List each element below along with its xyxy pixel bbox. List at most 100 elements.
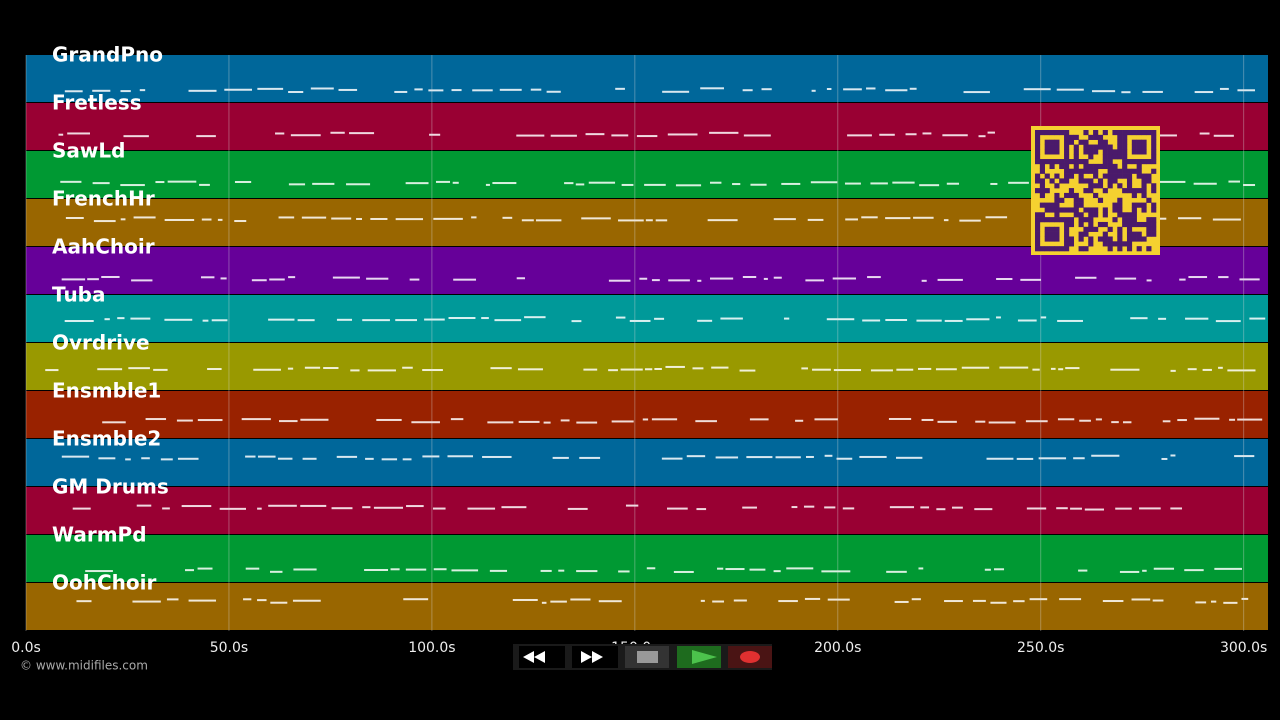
note <box>1234 455 1255 458</box>
note <box>257 455 276 458</box>
qr-module <box>1039 163 1045 170</box>
note <box>1249 317 1266 320</box>
qr-module <box>1151 154 1157 160</box>
qr-module <box>1078 139 1084 145</box>
qr-module <box>1136 149 1142 155</box>
note <box>1013 600 1025 603</box>
qr-module <box>1064 159 1070 165</box>
note <box>422 455 440 458</box>
qr-module <box>1044 149 1050 155</box>
qr-module <box>1097 221 1104 228</box>
note <box>546 90 561 93</box>
qr-module <box>1151 202 1157 208</box>
note <box>974 508 993 511</box>
note <box>921 418 934 421</box>
qr-module <box>1141 192 1147 199</box>
record-icon <box>740 651 760 663</box>
note <box>331 507 353 510</box>
forward-icon <box>581 651 603 663</box>
tick-label: 50.0s <box>210 640 248 656</box>
note <box>330 131 345 134</box>
stop-button[interactable] <box>625 646 669 668</box>
note <box>241 418 271 421</box>
qr-module <box>1151 226 1157 232</box>
qr-module <box>1039 183 1045 189</box>
notes <box>45 87 1266 604</box>
note <box>936 508 946 511</box>
note <box>697 319 713 322</box>
note <box>922 132 932 135</box>
note <box>644 368 653 371</box>
note <box>1195 601 1207 604</box>
qr-module <box>1064 246 1070 252</box>
note <box>102 421 126 424</box>
note <box>1008 181 1029 184</box>
note <box>833 369 862 372</box>
qr-module <box>1078 246 1084 252</box>
track-name: Tuba <box>52 283 106 307</box>
qr-module <box>1131 168 1137 174</box>
qr-module <box>1073 212 1079 218</box>
record-button[interactable] <box>728 646 772 668</box>
note <box>166 598 179 601</box>
note <box>576 421 598 424</box>
qr-module <box>1088 241 1094 247</box>
note <box>64 320 94 323</box>
qr-module <box>1122 241 1128 247</box>
qr-module <box>1112 202 1118 208</box>
note <box>394 90 408 93</box>
qr-module <box>1102 221 1108 228</box>
qr-module <box>1035 246 1041 252</box>
note <box>791 506 798 509</box>
note <box>576 570 598 573</box>
note <box>405 568 427 571</box>
note <box>1215 320 1241 323</box>
forward-button[interactable] <box>572 646 618 668</box>
qr-module <box>1093 192 1099 199</box>
qr-module <box>1117 212 1123 218</box>
note <box>133 216 156 219</box>
note <box>913 216 934 219</box>
note <box>1241 597 1249 600</box>
qr-module <box>1146 173 1152 179</box>
qr-module <box>1136 246 1142 252</box>
note <box>795 419 804 422</box>
qr-module <box>1117 149 1123 155</box>
qr-module <box>1083 139 1089 145</box>
note <box>1025 420 1048 423</box>
track-name: Ensmble1 <box>52 379 161 403</box>
qr-module <box>1136 231 1142 237</box>
qr-module <box>1107 168 1113 174</box>
qr-module <box>1035 178 1041 184</box>
qr-module <box>1088 221 1094 228</box>
note <box>567 507 588 510</box>
qr-module <box>1035 159 1041 165</box>
note <box>141 457 150 460</box>
note <box>1243 184 1256 187</box>
qr-module <box>1141 159 1147 165</box>
note <box>1227 369 1256 372</box>
tick-label: 300.0s <box>1220 640 1267 656</box>
note <box>1202 368 1212 371</box>
play-button[interactable] <box>677 646 721 668</box>
note <box>467 507 496 510</box>
note <box>781 182 801 185</box>
note <box>961 366 990 369</box>
qr-module <box>1112 173 1118 179</box>
rewind-button[interactable] <box>519 646 565 668</box>
note <box>45 369 59 372</box>
note <box>362 506 371 509</box>
qr-module <box>1122 159 1128 165</box>
note <box>502 216 513 219</box>
note <box>588 181 616 184</box>
qr-module <box>1126 168 1133 174</box>
note <box>336 455 358 458</box>
note <box>654 367 662 370</box>
note <box>1073 457 1085 460</box>
qr-module <box>1126 241 1133 247</box>
qr-module <box>1126 226 1133 232</box>
note <box>87 278 99 281</box>
qr-module <box>1064 178 1070 184</box>
note <box>323 367 339 370</box>
qr-module <box>1049 149 1055 155</box>
